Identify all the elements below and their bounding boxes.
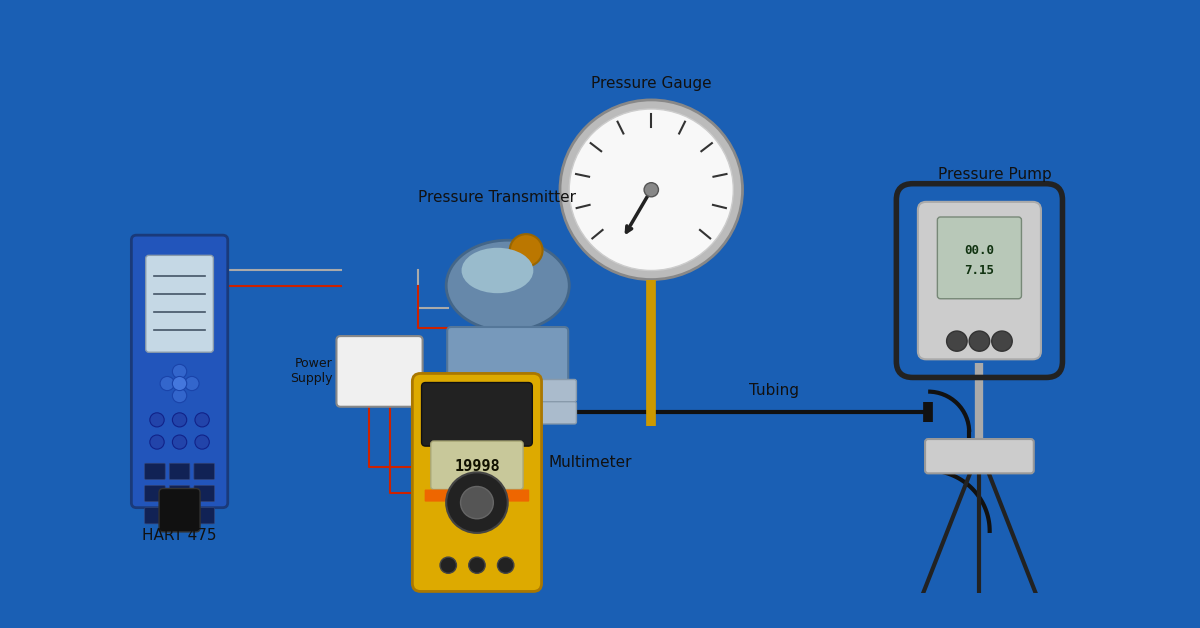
Circle shape bbox=[461, 487, 493, 519]
FancyBboxPatch shape bbox=[425, 489, 529, 502]
FancyBboxPatch shape bbox=[145, 507, 166, 524]
Circle shape bbox=[173, 435, 187, 449]
Text: Pressure Gauge: Pressure Gauge bbox=[590, 76, 712, 91]
Circle shape bbox=[498, 557, 514, 573]
FancyBboxPatch shape bbox=[169, 507, 190, 524]
FancyBboxPatch shape bbox=[131, 235, 228, 507]
Circle shape bbox=[173, 413, 187, 427]
Circle shape bbox=[947, 331, 967, 351]
Text: 7.15: 7.15 bbox=[965, 264, 995, 277]
Circle shape bbox=[150, 413, 164, 427]
FancyBboxPatch shape bbox=[169, 463, 190, 479]
Circle shape bbox=[440, 557, 456, 573]
Text: 19998: 19998 bbox=[454, 459, 499, 474]
Circle shape bbox=[970, 331, 990, 351]
Ellipse shape bbox=[446, 240, 569, 331]
Circle shape bbox=[173, 389, 187, 403]
Circle shape bbox=[644, 183, 659, 197]
Text: HART 475: HART 475 bbox=[143, 528, 217, 543]
Circle shape bbox=[991, 331, 1013, 351]
Text: Multimeter: Multimeter bbox=[548, 455, 632, 470]
FancyBboxPatch shape bbox=[145, 256, 214, 352]
Text: Pressure Transmitter: Pressure Transmitter bbox=[419, 190, 576, 205]
Circle shape bbox=[446, 472, 508, 533]
FancyBboxPatch shape bbox=[145, 485, 166, 502]
FancyBboxPatch shape bbox=[439, 402, 576, 424]
Text: Pressure Pump: Pressure Pump bbox=[938, 166, 1051, 181]
FancyBboxPatch shape bbox=[439, 379, 576, 402]
FancyBboxPatch shape bbox=[925, 439, 1033, 474]
FancyBboxPatch shape bbox=[160, 489, 200, 532]
FancyBboxPatch shape bbox=[421, 382, 533, 446]
Circle shape bbox=[173, 376, 187, 391]
FancyBboxPatch shape bbox=[145, 463, 166, 479]
FancyBboxPatch shape bbox=[937, 217, 1021, 299]
Circle shape bbox=[160, 376, 174, 391]
Circle shape bbox=[173, 364, 187, 379]
Circle shape bbox=[185, 376, 199, 391]
FancyBboxPatch shape bbox=[194, 463, 215, 479]
FancyBboxPatch shape bbox=[194, 485, 215, 502]
FancyBboxPatch shape bbox=[918, 202, 1040, 359]
FancyBboxPatch shape bbox=[169, 485, 190, 502]
Circle shape bbox=[560, 100, 743, 279]
Circle shape bbox=[194, 435, 209, 449]
Circle shape bbox=[569, 109, 733, 271]
FancyBboxPatch shape bbox=[413, 374, 541, 592]
Text: 00.0: 00.0 bbox=[965, 244, 995, 257]
Text: Power
Supply: Power Supply bbox=[290, 357, 332, 386]
Text: Tubing: Tubing bbox=[749, 382, 799, 398]
FancyBboxPatch shape bbox=[336, 336, 422, 407]
Circle shape bbox=[194, 413, 209, 427]
FancyBboxPatch shape bbox=[431, 441, 523, 489]
Circle shape bbox=[469, 557, 485, 573]
Ellipse shape bbox=[462, 248, 533, 293]
Circle shape bbox=[510, 234, 542, 266]
FancyBboxPatch shape bbox=[448, 327, 569, 386]
FancyBboxPatch shape bbox=[194, 507, 215, 524]
Circle shape bbox=[150, 435, 164, 449]
